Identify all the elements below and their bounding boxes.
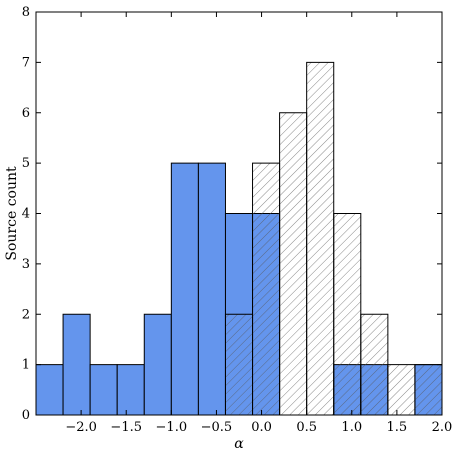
hatched-bar-3: [306, 61, 335, 416]
hatched-bar-4: [333, 213, 362, 416]
x-tick-label: 2.0: [432, 420, 453, 435]
x-tick-label: −1.5: [110, 420, 142, 435]
hatched-bar-1: [252, 162, 281, 416]
y-tick-label: 0: [22, 408, 30, 423]
solid-bar-4: [143, 313, 172, 416]
solid-bar-6: [197, 162, 226, 416]
x-tick-label: 0.5: [296, 420, 317, 435]
hatched-bar-6: [387, 364, 416, 416]
solid-bar-0: [35, 364, 64, 416]
solid-bar-2: [89, 364, 118, 416]
y-axis-label: Source count: [4, 166, 20, 261]
y-tick-label: 5: [22, 156, 30, 171]
y-tick-label: 8: [22, 5, 30, 20]
solid-bar-5: [170, 162, 199, 416]
x-axis-label: α: [234, 436, 244, 452]
hatched-bar-0: [224, 313, 254, 416]
solid-bar-1: [62, 313, 91, 416]
y-tick-label: 7: [22, 55, 30, 70]
solid-bars-group: [35, 162, 443, 416]
x-tick-label: −1.0: [156, 420, 188, 435]
x-tick-label: −0.5: [201, 420, 233, 435]
hatched-bars-group: [224, 61, 443, 416]
y-tick-label: 6: [22, 106, 30, 121]
y-tick-label: 4: [22, 207, 30, 222]
x-tick-label: 0.0: [251, 420, 272, 435]
axis-ticks-group: −2.0 −1.5 −1.0 −0.5 0.0 0.5 1.0 1.5 2.0 0 1 2 3 4 5 6 7 8: [22, 5, 453, 435]
y-tick-label: 1: [22, 358, 30, 373]
solid-bar-3: [116, 364, 145, 416]
hatched-bar-2: [279, 112, 308, 416]
y-tick-label: 2: [22, 307, 30, 322]
x-tick-label: 1.0: [341, 420, 362, 435]
hatched-bar-5: [360, 313, 389, 416]
x-tick-label: 1.5: [387, 420, 408, 435]
y-tick-label: 3: [22, 257, 30, 272]
hatched-bar-7: [414, 364, 443, 416]
x-tick-label: −2.0: [65, 420, 97, 435]
